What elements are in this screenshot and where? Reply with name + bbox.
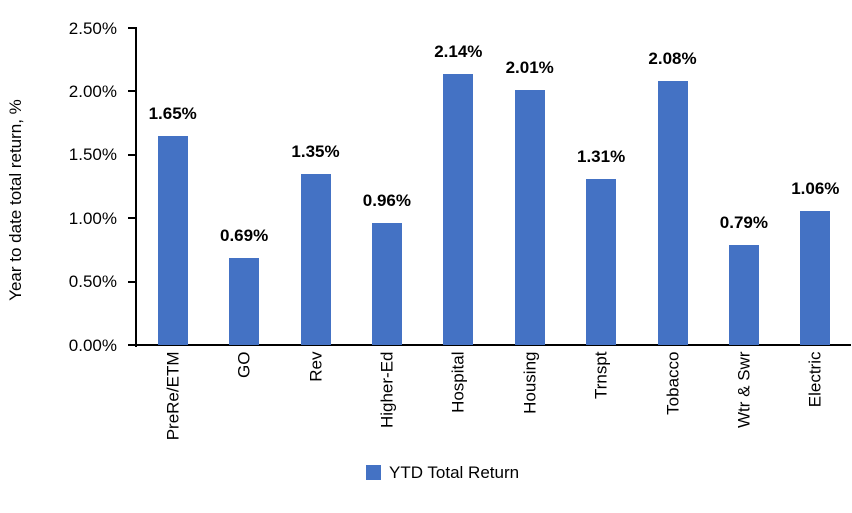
x-tick-label: Housing bbox=[520, 351, 540, 414]
bar bbox=[800, 210, 831, 345]
y-tick-mark bbox=[128, 90, 137, 93]
y-tick-label: 2.00% bbox=[68, 81, 117, 101]
x-tick-label: PreRe/ETM bbox=[163, 351, 183, 441]
bar bbox=[443, 73, 474, 345]
bar bbox=[657, 81, 688, 345]
bar bbox=[229, 257, 260, 345]
y-tick-mark bbox=[128, 217, 137, 220]
bar bbox=[157, 135, 188, 345]
x-axis-line bbox=[135, 344, 851, 346]
x-tick-label: Tobacco bbox=[663, 351, 682, 415]
y-tick-mark bbox=[128, 344, 137, 346]
y-tick-label: 1.00% bbox=[68, 208, 117, 228]
value-label: 2.01% bbox=[505, 58, 554, 78]
y-tick-mark bbox=[128, 27, 137, 29]
bar bbox=[586, 178, 617, 345]
y-tick-label: 1.50% bbox=[68, 145, 117, 165]
value-label: 0.79% bbox=[719, 212, 768, 232]
value-label: 1.65% bbox=[148, 103, 197, 123]
legend-swatch bbox=[366, 465, 381, 480]
y-tick-label: 0.00% bbox=[68, 335, 117, 355]
bar bbox=[300, 173, 331, 345]
y-tick-label: 2.50% bbox=[68, 18, 117, 38]
y-tick-label: 0.50% bbox=[68, 272, 117, 292]
x-tick-label: Rev bbox=[306, 351, 325, 382]
value-label: 0.96% bbox=[362, 191, 411, 211]
value-label: 1.35% bbox=[291, 141, 340, 161]
y-tick-mark bbox=[128, 280, 137, 283]
bar bbox=[728, 244, 759, 345]
y-tick-mark bbox=[128, 153, 137, 156]
legend-label: YTD Total Return bbox=[389, 463, 520, 482]
x-tick-label: Electric bbox=[805, 351, 825, 408]
x-tick-label: Trnspt bbox=[591, 351, 611, 400]
bar bbox=[371, 223, 402, 345]
value-label: 1.31% bbox=[576, 146, 626, 166]
x-tick-label: GO bbox=[234, 351, 254, 378]
value-label: 2.08% bbox=[648, 49, 697, 69]
y-axis-title: Year to date total return, % bbox=[6, 99, 25, 301]
value-label: 1.06% bbox=[791, 178, 840, 198]
value-label: 0.69% bbox=[219, 225, 269, 245]
bar bbox=[514, 90, 545, 345]
legend: YTD Total Return bbox=[366, 462, 519, 483]
y-axis-line bbox=[135, 27, 137, 347]
x-tick-label: Wtr & Swr bbox=[734, 351, 754, 429]
value-label: 2.14% bbox=[434, 41, 483, 61]
